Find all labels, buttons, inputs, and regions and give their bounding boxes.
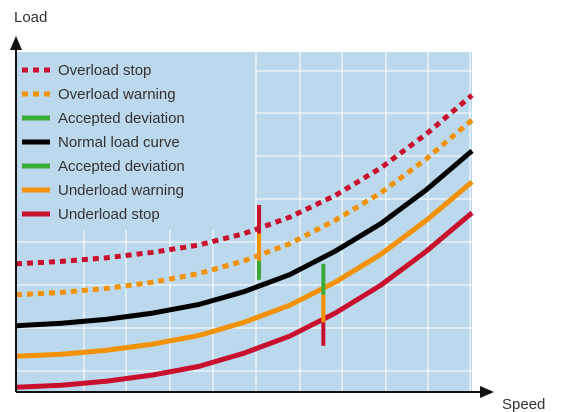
series-overload-stop [15,93,474,267]
series-underload-stop [15,210,474,390]
x-axis-label: Speed [502,396,545,412]
y-axis-label: Load [14,9,47,26]
legend-item: Underload stop [22,206,160,223]
legend-item: Accepted deviation [22,110,185,127]
legend-item: Overload warning [22,86,176,103]
legend-item: Overload stop [22,62,151,79]
legend-label: Accepted deviation [58,158,185,175]
plot-area [16,52,472,392]
y-axis-arrow [10,36,22,50]
legend-item: Underload warning [22,182,184,199]
legend-label: Accepted deviation [58,110,185,127]
legend-label: Overload stop [58,62,151,79]
legend-label: Underload stop [58,206,160,223]
series-normal-load-curve [15,148,474,329]
legend-item: Normal load curve [22,134,180,151]
x-axis-arrow [480,386,494,398]
legend-label: Normal load curve [58,134,180,151]
legend-label: Underload warning [58,182,184,199]
legend-label: Overload warning [58,86,176,103]
legend-item: Accepted deviation [22,158,185,175]
series-underload-warning [15,179,474,359]
series-overload-warning [15,118,474,298]
